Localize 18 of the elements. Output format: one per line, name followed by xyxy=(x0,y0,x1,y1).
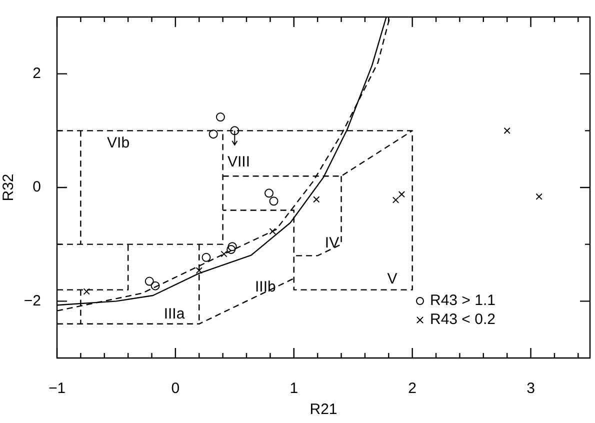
annotation: VIII xyxy=(227,153,250,170)
y-tick-label: 0 xyxy=(32,178,41,196)
x-tick-label: 3 xyxy=(526,380,535,398)
y-tick-label: −2 xyxy=(24,292,41,310)
legend-label: R43 > 1.1 xyxy=(430,292,496,310)
x-tick-label: 0 xyxy=(171,380,180,398)
y-tick-label: 2 xyxy=(32,64,41,82)
x-tick-label: 1 xyxy=(290,380,298,398)
annotation: IIIb xyxy=(254,278,276,296)
x-axis-title: R21 xyxy=(310,401,338,418)
legend-label: R43 < 0.2 xyxy=(430,311,496,328)
x-tick-label: 2 xyxy=(408,380,417,398)
x-tick-label: −1 xyxy=(48,380,66,398)
annotation: IIIa xyxy=(164,305,186,322)
annotation: IV xyxy=(324,234,340,252)
annotation: VIb xyxy=(107,134,130,152)
y-axis-title: R32 xyxy=(0,174,18,202)
annotation: V xyxy=(387,270,398,288)
